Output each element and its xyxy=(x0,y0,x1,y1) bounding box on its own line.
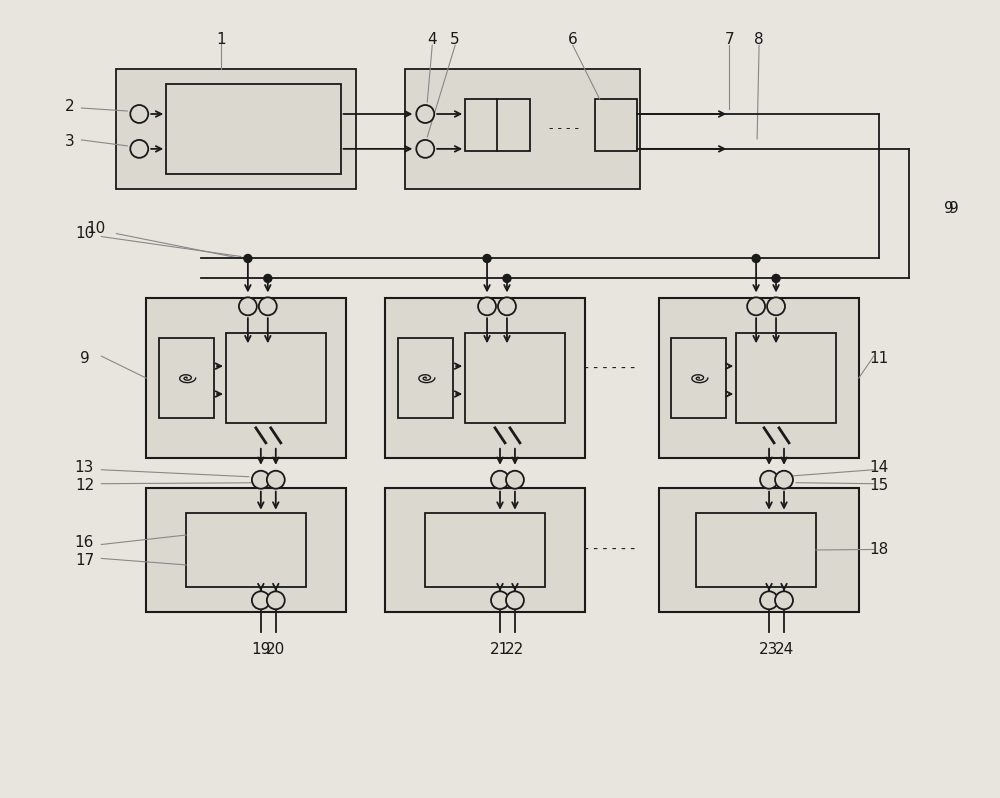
Text: 11: 11 xyxy=(869,350,888,365)
Bar xyxy=(405,69,640,189)
Bar xyxy=(186,512,306,587)
Circle shape xyxy=(244,255,252,263)
Text: 12: 12 xyxy=(75,478,94,493)
Text: 9: 9 xyxy=(949,201,958,216)
Circle shape xyxy=(772,275,780,282)
Text: - - - - - -: - - - - - - xyxy=(584,543,635,556)
Bar xyxy=(659,298,859,458)
Circle shape xyxy=(506,471,524,488)
Circle shape xyxy=(483,255,491,263)
Text: 19: 19 xyxy=(251,642,271,657)
Bar xyxy=(736,334,836,423)
Bar xyxy=(385,488,585,612)
Text: 21: 21 xyxy=(490,642,510,657)
Circle shape xyxy=(506,591,524,609)
Text: 5: 5 xyxy=(450,32,460,47)
Text: 17: 17 xyxy=(75,553,94,568)
Circle shape xyxy=(264,275,272,282)
Text: 10: 10 xyxy=(75,226,94,241)
Circle shape xyxy=(252,471,270,488)
Circle shape xyxy=(767,298,785,315)
Text: 9: 9 xyxy=(944,201,953,216)
Bar xyxy=(385,298,585,458)
Text: - - - - - -: - - - - - - xyxy=(584,361,635,375)
Text: 20: 20 xyxy=(266,642,285,657)
Text: 16: 16 xyxy=(75,535,94,550)
Circle shape xyxy=(416,140,434,158)
Text: 6: 6 xyxy=(568,32,578,47)
Bar xyxy=(166,84,341,174)
Text: 2: 2 xyxy=(65,98,74,113)
Circle shape xyxy=(498,298,516,315)
Circle shape xyxy=(775,591,793,609)
Circle shape xyxy=(503,275,511,282)
Text: 24: 24 xyxy=(774,642,794,657)
Text: 10: 10 xyxy=(87,221,106,236)
Bar xyxy=(226,334,326,423)
Circle shape xyxy=(130,140,148,158)
Circle shape xyxy=(267,471,285,488)
Text: 15: 15 xyxy=(869,478,888,493)
Text: 3: 3 xyxy=(65,134,74,149)
Text: 18: 18 xyxy=(869,542,888,557)
Circle shape xyxy=(267,591,285,609)
Bar xyxy=(595,99,637,151)
Text: 1: 1 xyxy=(216,32,226,47)
Text: 8: 8 xyxy=(754,32,764,47)
Circle shape xyxy=(752,255,760,263)
Circle shape xyxy=(259,298,277,315)
Circle shape xyxy=(747,298,765,315)
Circle shape xyxy=(491,471,509,488)
Circle shape xyxy=(491,591,509,609)
Text: 23: 23 xyxy=(759,642,779,657)
Bar xyxy=(116,69,356,189)
Text: 4: 4 xyxy=(427,32,437,47)
Bar xyxy=(696,512,816,587)
Bar xyxy=(465,334,565,423)
Text: 9: 9 xyxy=(80,350,89,365)
Text: 7: 7 xyxy=(724,32,734,47)
Circle shape xyxy=(130,105,148,123)
Text: 13: 13 xyxy=(75,460,94,476)
Bar xyxy=(159,338,214,418)
Circle shape xyxy=(478,298,496,315)
Circle shape xyxy=(416,105,434,123)
Bar xyxy=(146,298,346,458)
Bar xyxy=(465,99,530,151)
Bar xyxy=(671,338,726,418)
Circle shape xyxy=(252,591,270,609)
Bar xyxy=(659,488,859,612)
Bar xyxy=(425,512,545,587)
Circle shape xyxy=(760,471,778,488)
Circle shape xyxy=(760,591,778,609)
Circle shape xyxy=(775,471,793,488)
Text: - - - -: - - - - xyxy=(549,122,579,136)
Text: 22: 22 xyxy=(505,642,525,657)
Bar xyxy=(146,488,346,612)
Circle shape xyxy=(239,298,257,315)
Text: 14: 14 xyxy=(869,460,888,476)
Bar xyxy=(398,338,453,418)
